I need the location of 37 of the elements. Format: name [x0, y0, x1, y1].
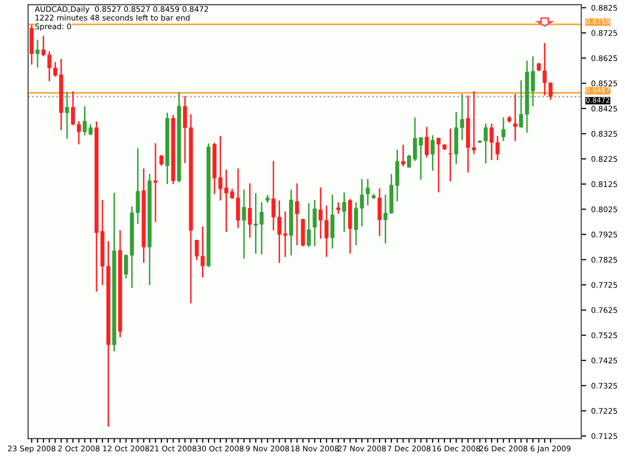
candlestick [330, 194, 334, 250]
candlestick [418, 136, 423, 180]
candlestick [424, 126, 429, 158]
candlestick [501, 116, 506, 142]
candlestick [295, 182, 299, 246]
candlestick [407, 154, 412, 168]
candlestick [496, 135, 500, 161]
candlestick [530, 56, 535, 107]
candlestick [360, 178, 364, 228]
candlestick [248, 182, 252, 238]
candlestick [36, 39, 40, 68]
candlestick [378, 188, 382, 237]
candlestick [342, 192, 346, 233]
candlestick [306, 202, 311, 248]
candlestick [324, 204, 328, 258]
candlestick [519, 80, 524, 128]
candlestick [312, 199, 317, 247]
candlestick [242, 188, 246, 260]
candlestick [366, 178, 370, 206]
candlestick [513, 93, 518, 142]
candlestick [318, 186, 323, 240]
candlestick [41, 35, 46, 58]
candlestick [124, 254, 128, 280]
candlestick [401, 144, 406, 168]
candlestick [430, 134, 435, 172]
candlestick [436, 136, 441, 194]
candlestick [65, 91, 70, 140]
candlestick [383, 194, 388, 244]
candlestick [159, 154, 164, 166]
candlestick [183, 95, 187, 164]
candlestick [336, 202, 340, 214]
candlestick [490, 122, 494, 161]
candlestick [154, 142, 158, 223]
candlestick [412, 116, 417, 162]
candlestick [448, 128, 452, 182]
candlestick [472, 90, 476, 155]
candlestick [354, 202, 358, 246]
